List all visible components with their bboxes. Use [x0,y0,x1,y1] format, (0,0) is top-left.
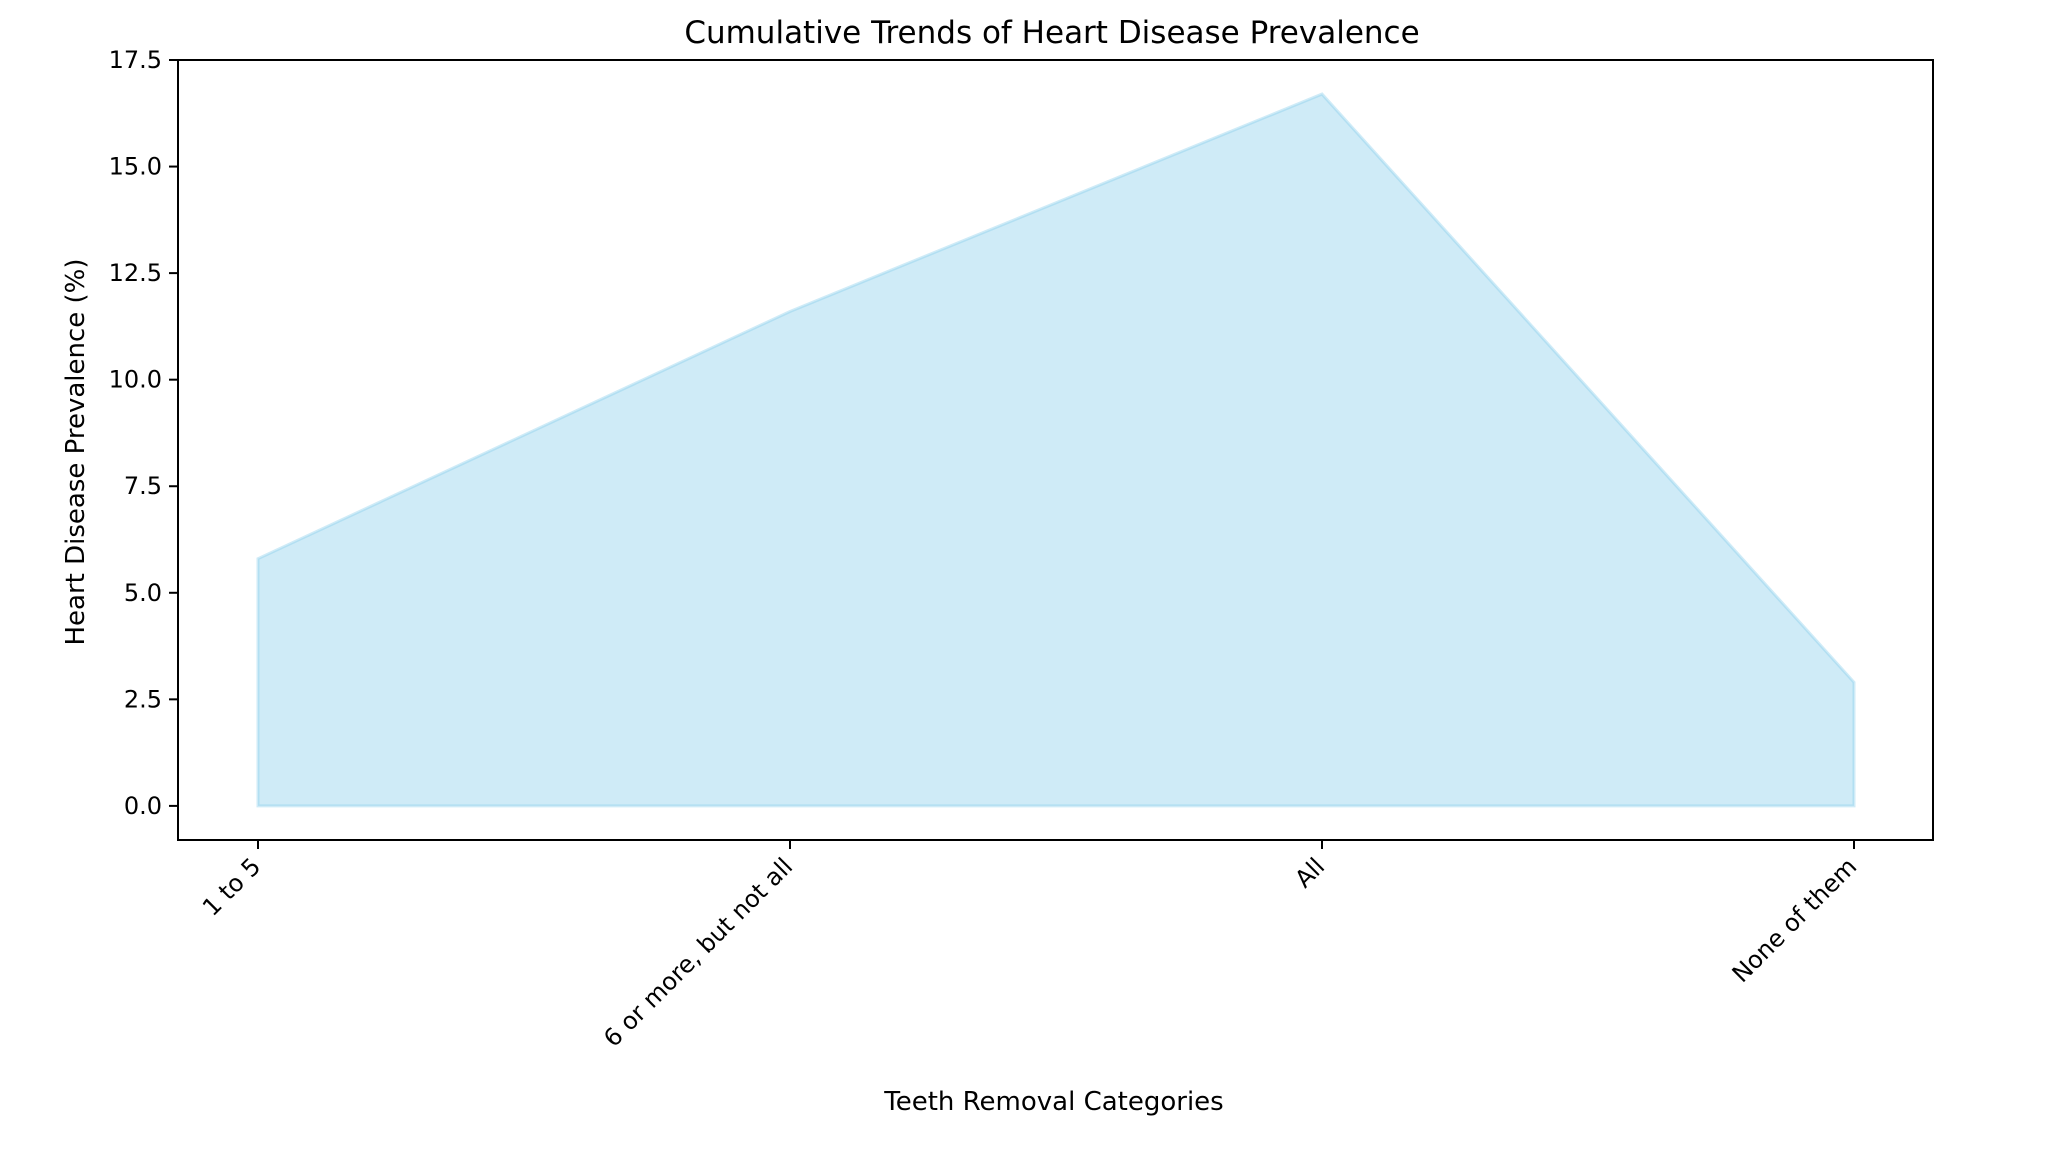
y-tick-label: 12.5 [109,259,162,287]
y-tick-label: 5.0 [124,579,162,607]
y-axis-label: Heart Disease Prevalence (%) [61,258,91,645]
y-axis: 0.0 2.5 5.0 7.5 10.0 12.5 15.0 17.5 [109,46,178,820]
y-tick-label: 17.5 [109,46,162,74]
x-axis-label: Teeth Removal Categories [883,1087,1223,1117]
chart-title: Cumulative Trends of Heart Disease Preva… [684,15,1419,51]
y-tick-label: 2.5 [124,685,162,713]
y-tick-label: 0.0 [124,792,162,820]
y-tick-label: 15.0 [109,153,162,181]
y-tick-label: 7.5 [124,472,162,500]
y-tick-label: 10.0 [109,366,162,394]
area-series-1 [256,92,1856,808]
area-layer [256,92,1856,808]
plot-area-frame [177,59,1934,841]
